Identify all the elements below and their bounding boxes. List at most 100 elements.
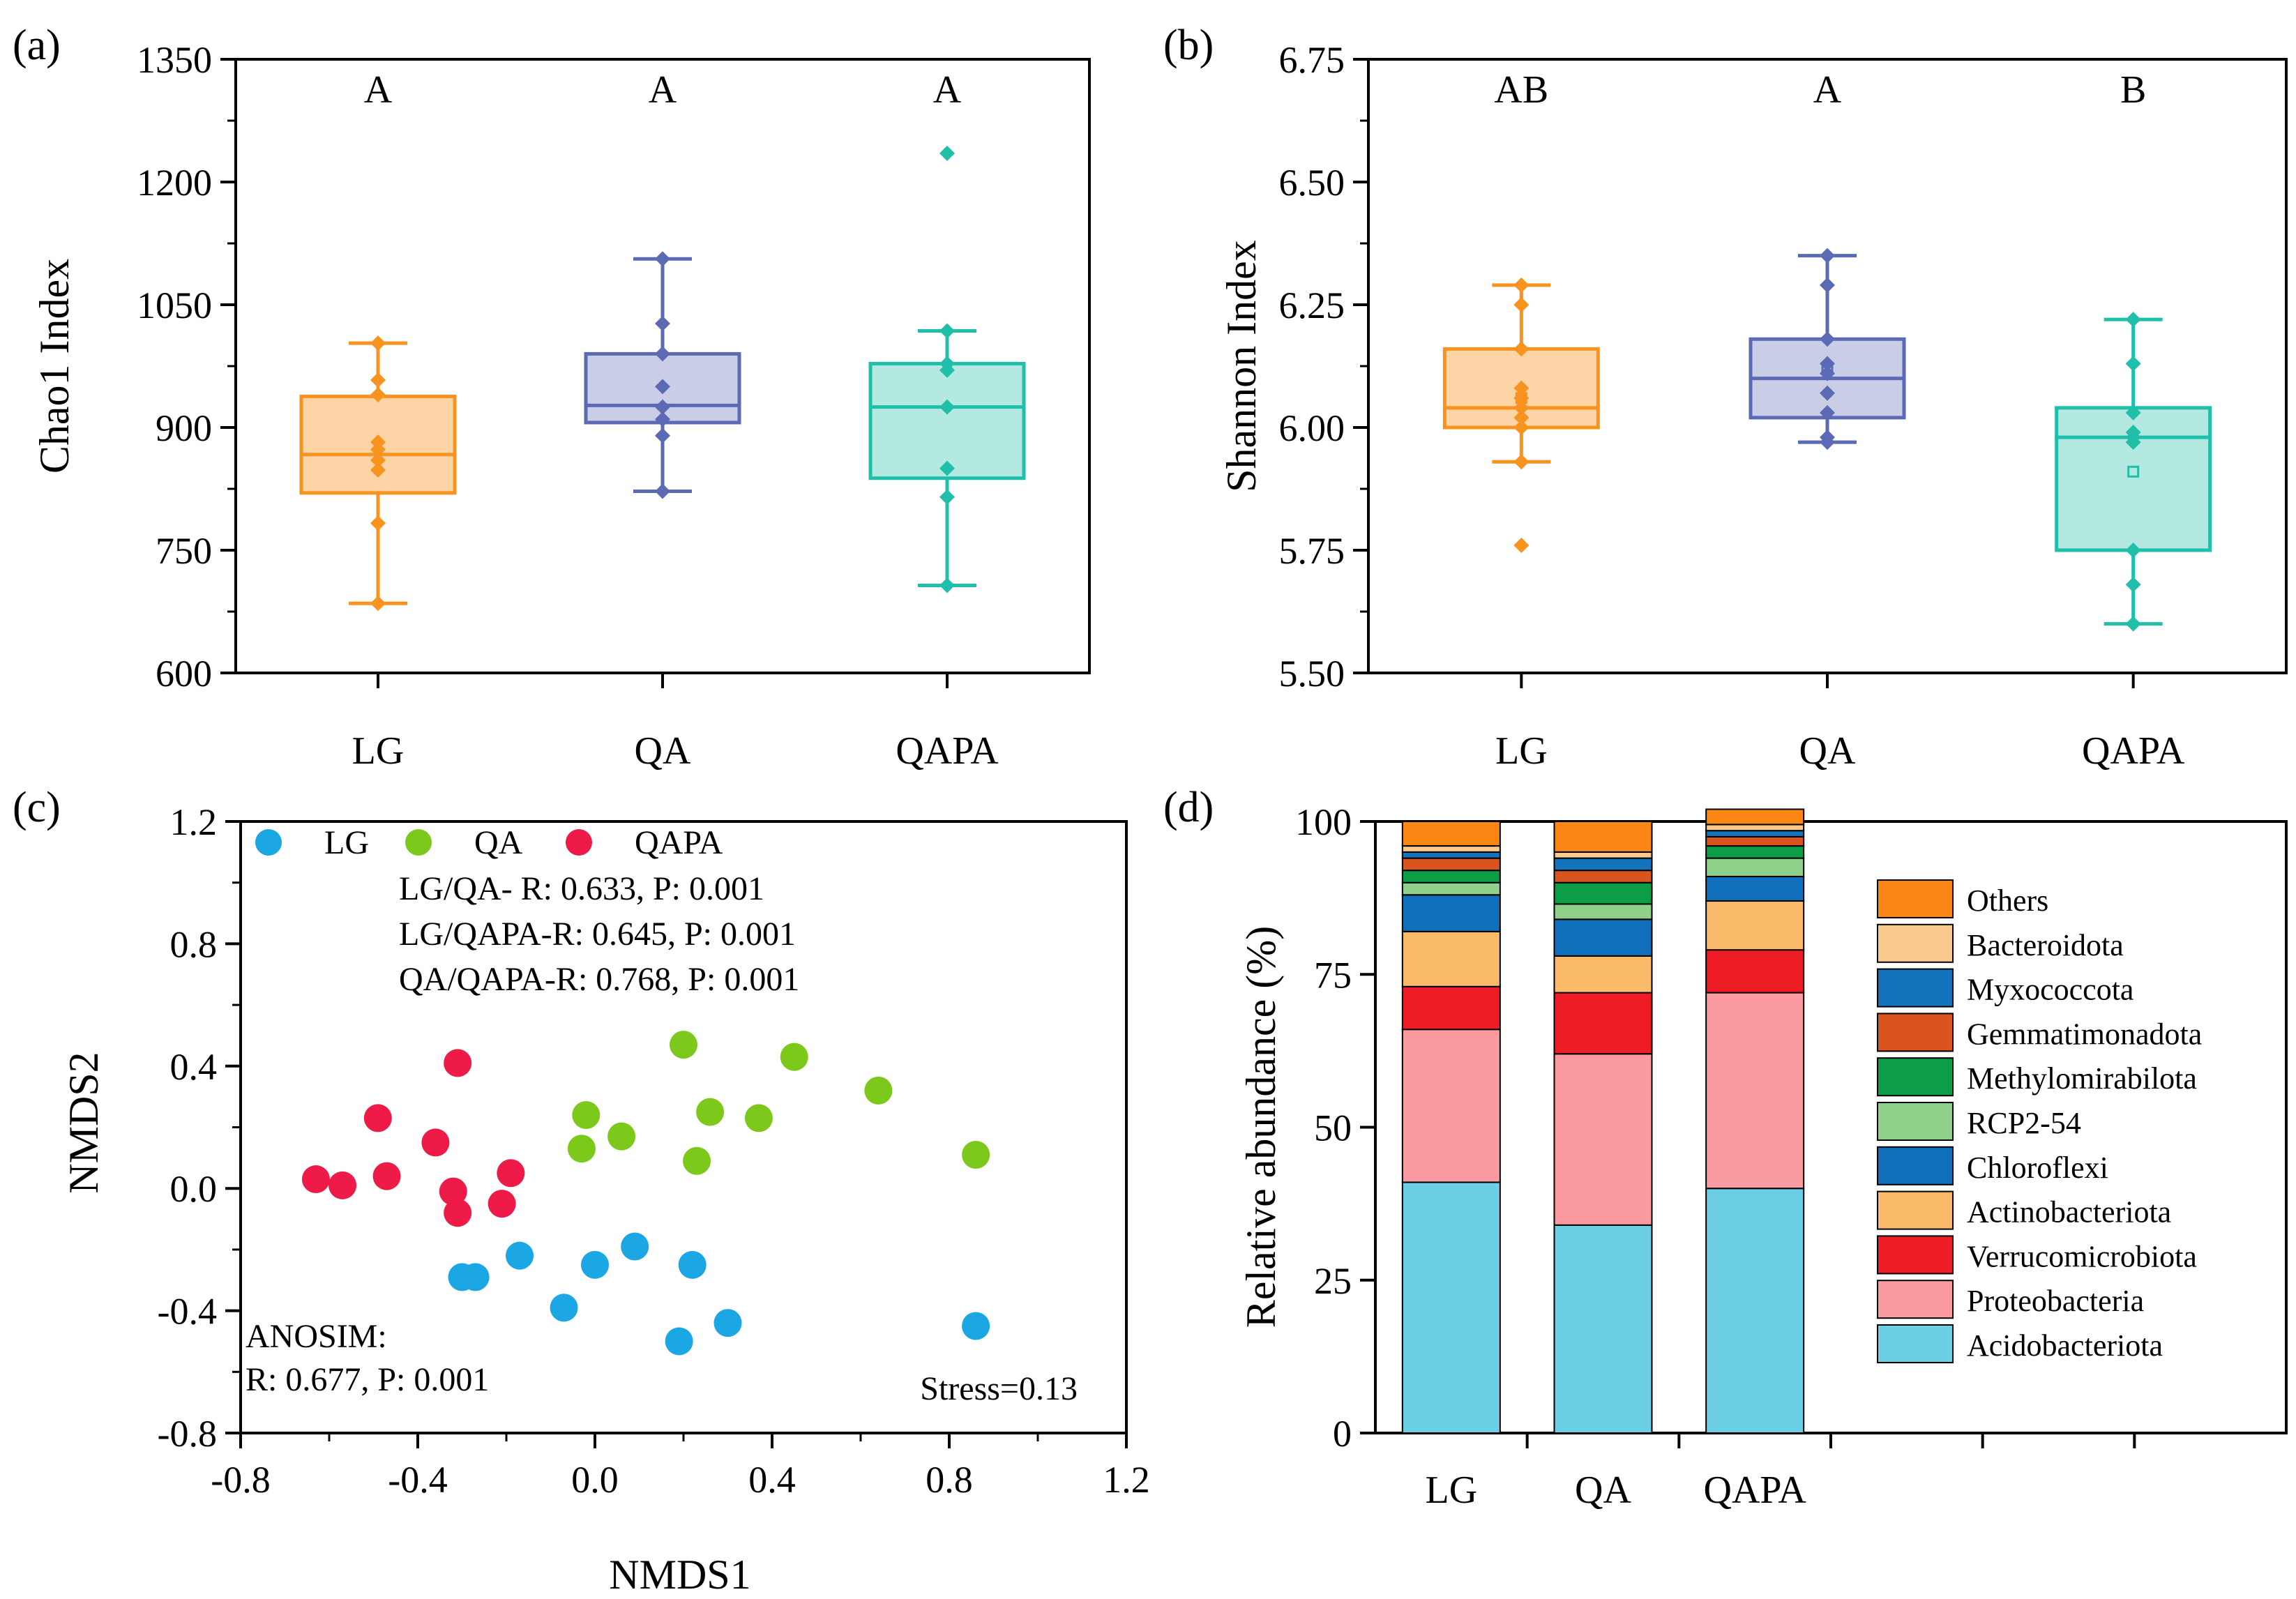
data-point [1513, 390, 1530, 406]
bar-segment-verrucomicrobiota [1705, 949, 1805, 994]
data-point [1513, 454, 1530, 470]
scatter-point-lg [621, 1232, 649, 1261]
data-point [655, 379, 670, 395]
y-tick-label: 75 [1314, 954, 1352, 996]
legend-swatch [1877, 1146, 1954, 1185]
legend-swatch [1877, 1102, 1954, 1141]
bar-segment-gemmatimonadota [1401, 857, 1501, 872]
data-point [2125, 543, 2141, 558]
y-axis-title: NMDS2 [61, 1052, 107, 1193]
data-point [370, 596, 386, 612]
panel-label: (d) [1163, 784, 1214, 831]
y-tick-label: 0 [1333, 1413, 1352, 1455]
legend-label: Bacteroidota [1967, 928, 2124, 962]
bar-segment-actinobacteriota [1553, 955, 1653, 994]
data-point [1820, 404, 1835, 420]
y-tick-label: 1050 [137, 285, 212, 326]
scatter-point-qa [683, 1146, 711, 1175]
scatter-point-lg [506, 1241, 534, 1270]
data-point [655, 399, 670, 415]
x-tick-label: QA [635, 729, 691, 773]
x-tick-label: QAPA [896, 729, 999, 773]
bar-segment-others [1553, 821, 1653, 853]
panel-label: (c) [13, 784, 61, 831]
x-tick-label: -0.8 [211, 1459, 270, 1501]
bar-segment-gemmatimonadota [1705, 835, 1805, 847]
bar-segment-chloroflexi [1553, 918, 1653, 957]
data-point [655, 427, 670, 444]
bar-segment-bacteroidota [1401, 845, 1501, 853]
x-tick-label: 1.2 [1103, 1459, 1150, 1501]
bar-segment-rcp2-54 [1401, 881, 1501, 896]
data-point [2125, 577, 2141, 593]
y-tick-label: 6.00 [1279, 407, 1345, 449]
x-tick-label: 0.0 [571, 1459, 619, 1501]
anosim-pairwise-stat: QA/QAPA-R: 0.768, P: 0.001 [399, 961, 799, 998]
scatter-point-qapa [444, 1049, 472, 1077]
legend-label: Gemmatimonadota [1967, 1017, 2202, 1051]
legend-label: Chloroflexi [1967, 1151, 2108, 1185]
bar-segment-rcp2-54 [1553, 903, 1653, 920]
legend-swatch [1877, 1280, 1954, 1319]
scatter-point-qa [670, 1031, 697, 1059]
scatter-point-lg [665, 1327, 693, 1356]
data-point [370, 434, 386, 450]
legend-label: Verrucomicrobiota [1967, 1239, 2197, 1273]
bar-segment-proteobacteria [1705, 992, 1805, 1190]
legend-label: RCP2-54 [1967, 1106, 2081, 1140]
x-axis-title: NMDS1 [609, 1552, 750, 1598]
legend-label: QAPA [635, 824, 723, 861]
y-axis-title: Shannon Index [1218, 240, 1264, 492]
anosim-pairwise-stat: LG/QAPA-R: 0.645, P: 0.001 [399, 916, 796, 953]
scatter-point-lg [713, 1309, 742, 1337]
scatter-point-qapa [301, 1165, 330, 1194]
x-tick-label: QAPA [1704, 1469, 1807, 1512]
scatter-point-qa [744, 1104, 773, 1132]
data-point [1513, 277, 1530, 293]
data-point [2125, 312, 2141, 328]
significance-letter: A [364, 68, 393, 112]
legend-label: QA [474, 824, 523, 861]
scatter-point-qapa [328, 1171, 357, 1199]
legend-marker [255, 829, 282, 856]
bar-segment-bacteroidota [1553, 851, 1653, 859]
y-tick-label: 50 [1314, 1107, 1352, 1149]
data-point [1820, 356, 1835, 372]
anosim-stat: R: 0.677, P: 0.001 [246, 1361, 489, 1398]
bar-segment-myxococcota [1705, 830, 1805, 838]
bar-segment-acidobacteriota [1401, 1181, 1501, 1434]
legend-label: Myxococcota [1967, 973, 2133, 1007]
data-point [1820, 365, 1835, 381]
legend-label: Actinobacteriota [1967, 1195, 2171, 1229]
data-point [655, 411, 670, 427]
legend-marker [566, 829, 592, 856]
data-point [370, 335, 386, 351]
y-tick-label: 1350 [137, 39, 212, 81]
y-tick-label: 750 [156, 530, 212, 572]
data-point [1513, 537, 1530, 553]
x-tick-label: LG [1426, 1469, 1478, 1512]
data-point [2125, 356, 2141, 372]
scatter-point-qapa [439, 1177, 467, 1206]
legend-swatch [1877, 968, 1954, 1008]
bar-segment-methylomirabilota [1705, 845, 1805, 859]
data-point [2125, 616, 2141, 632]
y-tick-label: 1200 [137, 162, 212, 204]
x-tick-label: LG [352, 729, 405, 773]
data-point [939, 323, 955, 339]
y-axis-title: Chao1 Index [31, 259, 77, 473]
y-tick-label: 0.0 [170, 1168, 218, 1210]
scatter-point-qapa [363, 1104, 392, 1132]
y-tick-label: 6.75 [1279, 39, 1345, 81]
legend-swatch [1877, 1235, 1954, 1275]
legend-label: Methylomirabilota [1967, 1061, 2197, 1096]
bar-segment-chloroflexi [1401, 894, 1501, 932]
data-point [939, 356, 955, 372]
data-point [1513, 420, 1530, 435]
y-tick-label: 5.75 [1279, 530, 1345, 572]
legend-label: LG [324, 824, 369, 861]
bar-segment-methylomirabilota [1401, 870, 1501, 884]
y-tick-label: 6.50 [1279, 162, 1345, 204]
y-tick-label: 5.50 [1279, 653, 1345, 695]
